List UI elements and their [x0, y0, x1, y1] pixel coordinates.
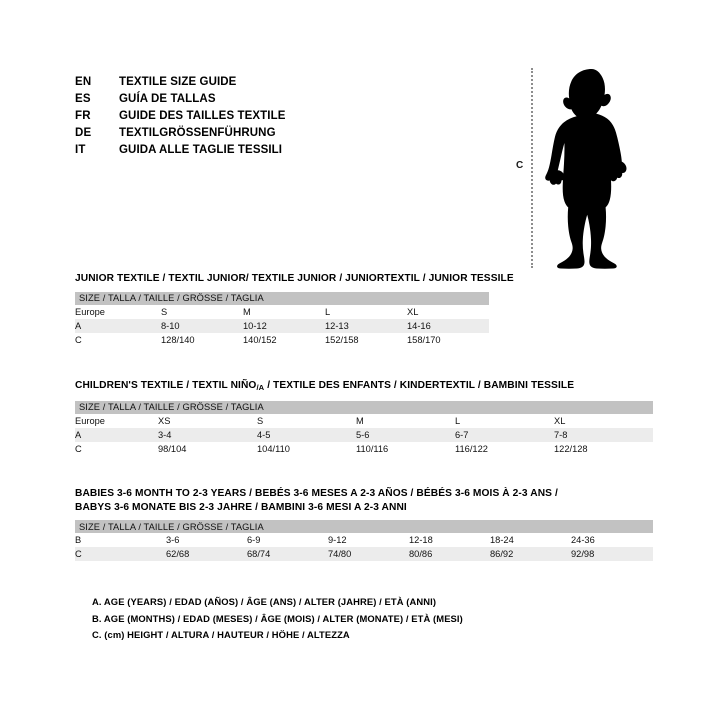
height-figure-illustration: C — [498, 55, 698, 285]
cell-value: 92/98 — [571, 547, 654, 561]
table-row: C 128/140 140/152 152/158 158/170 — [75, 332, 489, 347]
section-junior-textile: JUNIOR TEXTILE / TEXTIL JUNIOR/ TEXTILE … — [75, 272, 514, 347]
language-title-fr: GUIDE DES TAILLES TEXTILE — [119, 110, 286, 122]
section-title-junior: JUNIOR TEXTILE / TEXTIL JUNIOR/ TEXTILE … — [75, 273, 514, 284]
language-code-de: DE — [75, 127, 92, 139]
table-row: A 3-4 4-5 5-6 6-7 7-8 — [75, 427, 654, 442]
cell-value: 12-18 — [409, 533, 490, 547]
band-label-babies: SIZE / TALLA / TAILLE / GRÖSSE / TAGLIA — [79, 521, 264, 532]
table-row: C 98/104 104/110 110/116 116/122 122/128 — [75, 441, 654, 456]
table-row: Europe XS S M L XL — [75, 413, 654, 428]
cell-value: 104/110 — [257, 441, 356, 456]
cell-value: 3-4 — [158, 427, 257, 442]
height-measure-label: C — [516, 160, 524, 171]
cell-value: 8-10 — [161, 318, 243, 333]
language-code-fr: FR — [75, 110, 91, 122]
footnote-c: C. (cm) HEIGHT / ALTURA / HAUTEUR / HÖHE… — [92, 629, 350, 640]
cell-value: XS — [158, 413, 257, 428]
cell-value: 98/104 — [158, 441, 257, 456]
cell-value: 9-12 — [328, 533, 409, 547]
language-header-block: EN TEXTILE SIZE GUIDE ES GUÍA DE TALLAS … — [75, 74, 405, 159]
language-code-en: EN — [75, 76, 92, 88]
language-title-de: TEXTILGRÖSSENFÜHRUNG — [119, 127, 276, 139]
section-title-babies-line1: BABIES 3-6 MONTH TO 2-3 YEARS / BEBÉS 3-… — [75, 488, 558, 499]
language-title-it: GUIDA ALLE TAGLIE TESSILI — [119, 144, 283, 156]
footnote-a: A. AGE (YEARS) / EDAD (AÑOS) / ÂGE (ANS)… — [92, 596, 437, 607]
section-childrens-textile: CHILDREN'S TEXTILE / TEXTIL NIÑO/A / TEX… — [75, 379, 654, 456]
cell-value: S — [257, 413, 356, 428]
table-row: C 62/68 68/74 74/80 80/86 86/92 92/98 — [75, 547, 654, 561]
cell-value: 110/116 — [356, 441, 455, 456]
cell-value: 116/122 — [455, 441, 554, 456]
cell-value: L — [325, 304, 407, 319]
cell-value: M — [243, 304, 325, 319]
table-band-children: SIZE / TALLA / TAILLE / GRÖSSE / TAGLIA — [75, 400, 654, 414]
cell-value: 62/68 — [166, 547, 247, 561]
section-title-children: CHILDREN'S TEXTILE / TEXTIL NIÑO/A / TEX… — [75, 379, 653, 395]
cell-value: 5-6 — [356, 427, 455, 442]
cell-value: 80/86 — [409, 547, 490, 561]
band-label-children: SIZE / TALLA / TAILLE / GRÖSSE / TAGLIA — [79, 402, 264, 412]
language-row-de: DE TEXTILGRÖSSENFÜHRUNG — [75, 125, 405, 142]
language-code-es: ES — [75, 93, 91, 105]
section-title-children-post: / TEXTILE DES ENFANTS / KINDERTEXTIL / B… — [264, 380, 575, 391]
cell-value: 18-24 — [490, 533, 571, 547]
language-row-it: IT GUIDA ALLE TAGLIE TESSILI — [75, 142, 405, 159]
language-title-en: TEXTILE SIZE GUIDE — [119, 76, 237, 88]
table-band-babies: SIZE / TALLA / TAILLE / GRÖSSE / TAGLIA — [75, 520, 654, 533]
table-junior-sizes: SIZE / TALLA / TAILLE / GRÖSSE / TAGLIA … — [75, 291, 489, 347]
height-measure-dotted-line — [531, 68, 533, 268]
cell-value: XL — [407, 304, 489, 319]
cell-value: 86/92 — [490, 547, 571, 561]
cell-value: 74/80 — [328, 547, 409, 561]
cell-value: 158/170 — [407, 332, 489, 347]
table-row: A 8-10 10-12 12-13 14-16 — [75, 318, 489, 333]
row-label-c: C — [75, 332, 161, 347]
cell-value: M — [356, 413, 455, 428]
row-label-a: A — [75, 318, 161, 333]
cell-value: 128/140 — [161, 332, 243, 347]
cell-value: 3-6 — [166, 533, 247, 547]
language-title-es: GUÍA DE TALLAS — [119, 93, 216, 105]
table-row: Europe S M L XL — [75, 304, 489, 319]
cell-value: S — [161, 304, 243, 319]
section-babies-textile: BABIES 3-6 MONTH TO 2-3 YEARS / BEBÉS 3-… — [75, 487, 654, 561]
cell-value: L — [455, 413, 554, 428]
language-row-en: EN TEXTILE SIZE GUIDE — [75, 74, 405, 91]
section-title-babies-line2: BABYS 3-6 MONATE BIS 2-3 JAHRE / BAMBINI… — [75, 501, 407, 513]
cell-value: 140/152 — [243, 332, 325, 347]
cell-value: 12-13 — [325, 318, 407, 333]
footnotes-legend: A. AGE (YEARS) / EDAD (AÑOS) / ÂGE (ANS)… — [92, 594, 552, 644]
table-babies-sizes: SIZE / TALLA / TAILLE / GRÖSSE / TAGLIA … — [75, 520, 654, 561]
band-label-junior: SIZE / TALLA / TAILLE / GRÖSSE / TAGLIA — [79, 293, 264, 303]
cell-value: 7-8 — [554, 427, 654, 442]
row-label-c: C — [75, 547, 166, 561]
section-title-children-pre: CHILDREN'S TEXTILE / TEXTIL NIÑO — [75, 380, 257, 391]
cell-value: 152/158 — [325, 332, 407, 347]
row-label-europe: Europe — [75, 413, 158, 428]
cell-value: 68/74 — [247, 547, 328, 561]
cell-value: XL — [554, 413, 654, 428]
language-code-it: IT — [75, 144, 86, 156]
cell-value: 10-12 — [243, 318, 325, 333]
footnote-b: B. AGE (MONTHS) / EDAD (MESES) / ÂGE (MO… — [92, 612, 463, 624]
toddler-silhouette-icon — [545, 68, 637, 269]
language-row-es: ES GUÍA DE TALLAS — [75, 91, 405, 108]
cell-value: 4-5 — [257, 427, 356, 442]
cell-value: 6-7 — [455, 427, 554, 442]
cell-value: 6-9 — [247, 533, 328, 547]
row-label-b: B — [75, 533, 166, 547]
cell-value: 24-36 — [571, 533, 654, 547]
row-label-europe: Europe — [75, 304, 161, 319]
section-title-children-sub: /A — [256, 383, 265, 392]
language-row-fr: FR GUIDE DES TAILLES TEXTILE — [75, 108, 405, 125]
row-label-a: A — [75, 427, 158, 442]
cell-value: 14-16 — [407, 318, 489, 333]
cell-value: 122/128 — [554, 441, 654, 456]
table-children-sizes: SIZE / TALLA / TAILLE / GRÖSSE / TAGLIA … — [75, 400, 654, 456]
table-band-junior: SIZE / TALLA / TAILLE / GRÖSSE / TAGLIA — [75, 291, 489, 305]
row-label-c: C — [75, 441, 158, 456]
table-row: B 3-6 6-9 9-12 12-18 18-24 24-36 — [75, 533, 654, 547]
